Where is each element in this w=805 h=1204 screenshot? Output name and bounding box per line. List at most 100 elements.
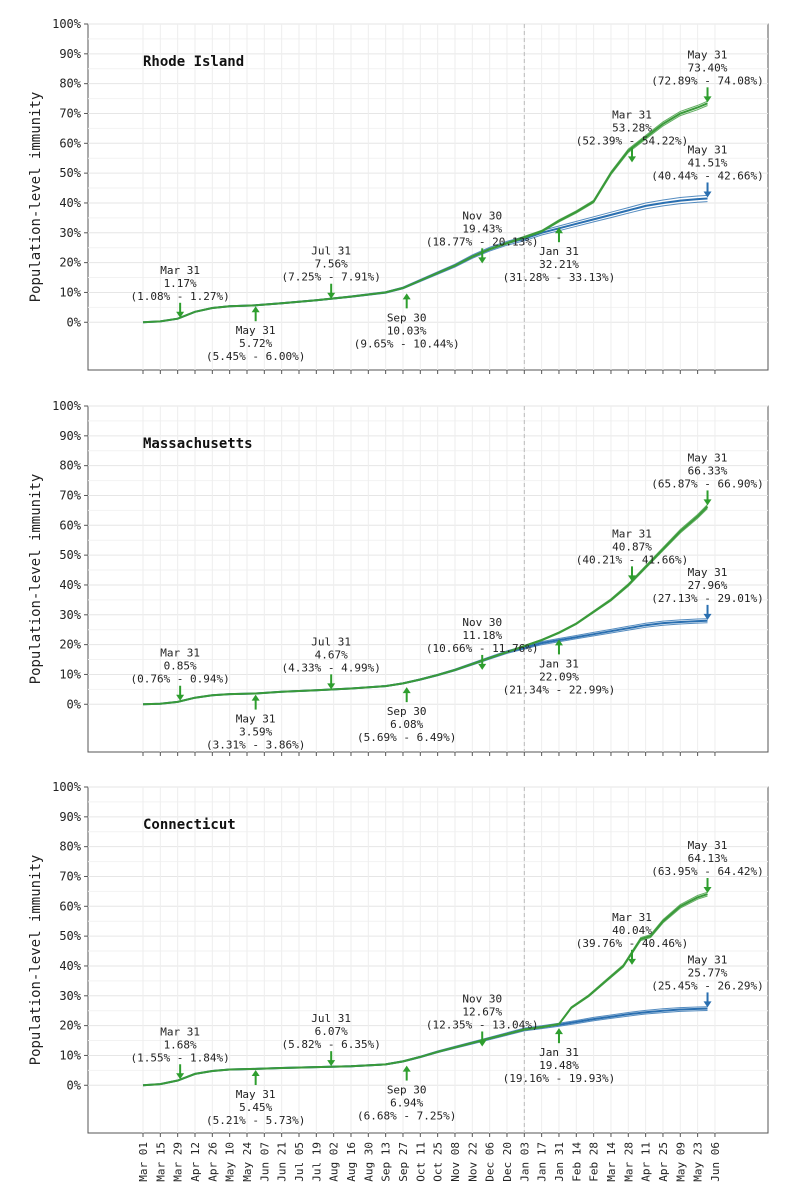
arrow-head bbox=[703, 613, 712, 620]
annotation-label: (6.68% - 7.25%) bbox=[357, 1110, 456, 1123]
annotation-label: (40.44% - 42.66%) bbox=[651, 169, 764, 182]
x-tick-label: May 24 bbox=[241, 1142, 254, 1182]
annotation-label: (12.35% - 13.04%) bbox=[426, 1018, 539, 1031]
annotation-label: Mar 31 bbox=[160, 1025, 200, 1038]
arrow-head bbox=[554, 1028, 563, 1035]
y-tick-label: 10% bbox=[59, 285, 81, 299]
green-arrow-icon bbox=[327, 1051, 336, 1067]
annotation-label: 73.40% bbox=[688, 61, 728, 74]
annotation-label: 25.77% bbox=[688, 966, 728, 979]
green-arrow-icon bbox=[176, 1064, 185, 1080]
y-tick-label: 40% bbox=[59, 578, 81, 592]
annotation-label: 19.43% bbox=[462, 222, 502, 235]
y-tick-label: 60% bbox=[59, 518, 81, 532]
x-tick-label: Jul 05 bbox=[293, 1142, 306, 1182]
x-tick-label: Feb 28 bbox=[588, 1142, 601, 1182]
y-tick-label: 90% bbox=[59, 810, 81, 824]
x-tick-label: Feb 14 bbox=[570, 1142, 583, 1182]
y-tick-label: 40% bbox=[59, 959, 81, 973]
arrow-head bbox=[251, 694, 260, 701]
arrow-head bbox=[554, 227, 563, 234]
arrow-head bbox=[251, 1070, 260, 1077]
arrow-head bbox=[402, 293, 411, 300]
x-tick-label: Jun 06 bbox=[709, 1142, 722, 1182]
y-axis-label: Population-level immunity bbox=[28, 855, 44, 1066]
y-axis-label: Population-level immunity bbox=[28, 92, 44, 303]
green-arrow-icon bbox=[554, 1028, 563, 1044]
plot-frame bbox=[87, 405, 769, 753]
annotation-label: 27.96% bbox=[688, 579, 728, 592]
green-arrow-icon bbox=[402, 687, 411, 703]
annotation-label: 19.48% bbox=[539, 1059, 579, 1072]
vaccination-line bbox=[142, 504, 708, 705]
annotation-label: 53.28% bbox=[612, 121, 652, 134]
y-tick-label: 40% bbox=[59, 196, 81, 210]
annotation-label: May 31 bbox=[236, 713, 276, 726]
vaccination-line bbox=[142, 891, 708, 1086]
arrow-head bbox=[628, 156, 637, 163]
annotation-label: 41.51% bbox=[688, 156, 728, 169]
x-tick-label: Apr 11 bbox=[640, 1142, 653, 1182]
blue-arrow-icon bbox=[703, 182, 712, 198]
annotation-label: 5.45% bbox=[239, 1101, 272, 1114]
annotation-label: Sep 30 bbox=[387, 311, 427, 324]
annotation-label: (4.33% - 4.99%) bbox=[282, 661, 381, 674]
annotation-label: 22.09% bbox=[539, 670, 579, 683]
x-tick-label: Dec 06 bbox=[484, 1142, 497, 1182]
annotation-label: May 31 bbox=[688, 839, 728, 852]
x-tick-label: Mar 28 bbox=[622, 1142, 635, 1182]
annotation-label: May 31 bbox=[688, 953, 728, 966]
y-tick-label: 70% bbox=[59, 488, 81, 502]
state-title: Rhode Island bbox=[143, 54, 244, 70]
green-arrow-icon bbox=[703, 87, 712, 103]
annotation-label: Mar 31 bbox=[612, 108, 652, 121]
annotation-label: 3.59% bbox=[239, 726, 272, 739]
arrow-head bbox=[478, 257, 487, 264]
annotation-label: (7.25% - 7.91%) bbox=[282, 271, 381, 284]
y-tick-label: 50% bbox=[59, 929, 81, 943]
vaccination-line bbox=[142, 100, 708, 323]
x-tick-label: Nov 08 bbox=[449, 1142, 462, 1182]
x-tick-label: Dec 20 bbox=[501, 1142, 514, 1182]
y-tick-label: 60% bbox=[59, 899, 81, 913]
annotation-label: Nov 30 bbox=[462, 992, 502, 1005]
y-tick-label: 100% bbox=[52, 780, 82, 794]
x-tick-label: Apr 25 bbox=[657, 1142, 670, 1182]
annotation-label: Mar 31 bbox=[160, 264, 200, 277]
arrow-head bbox=[478, 1040, 487, 1047]
y-tick-label: 70% bbox=[59, 869, 81, 883]
green-arrow-icon bbox=[703, 877, 712, 893]
panel-rhode-island: 0% 10% 20% 30% 40% 50% 60% 70% 80% 90% 100% Populat… bbox=[28, 17, 769, 374]
annotation-label: Sep 30 bbox=[387, 705, 427, 718]
annotation-label: (19.16% - 19.93%) bbox=[503, 1072, 616, 1085]
y-tick-label: 90% bbox=[59, 429, 81, 443]
annotation-label: 6.08% bbox=[390, 718, 423, 731]
state-title: Massachusetts bbox=[143, 436, 253, 452]
y-tick-label: 0% bbox=[67, 315, 82, 329]
green-arrow-icon bbox=[402, 1065, 411, 1081]
x-tick-label: Aug 16 bbox=[345, 1142, 358, 1182]
arrow-head bbox=[703, 191, 712, 198]
x-tick-label: Mar 29 bbox=[172, 1142, 185, 1182]
x-tick-label: Mar 14 bbox=[605, 1142, 618, 1182]
arrow-head bbox=[327, 1060, 336, 1067]
x-tick-label: Nov 22 bbox=[466, 1142, 479, 1182]
x-tick-label: Jul 19 bbox=[310, 1142, 323, 1182]
y-tick-label: 30% bbox=[59, 989, 81, 1003]
y-tick-label: 20% bbox=[59, 256, 81, 270]
green-arrow-icon bbox=[327, 674, 336, 690]
y-tick-label: 30% bbox=[59, 608, 81, 622]
annotation-label: Jan 31 bbox=[539, 657, 579, 670]
annotation-label: (5.21% - 5.73%) bbox=[206, 1114, 305, 1127]
plot-frame bbox=[87, 786, 769, 1134]
annotation-label: (0.76% - 0.94%) bbox=[130, 673, 229, 686]
annotation-label: 32.21% bbox=[539, 258, 579, 271]
annotation-label: Jan 31 bbox=[539, 245, 579, 258]
green-arrow-icon bbox=[703, 490, 712, 506]
x-tick-label: Jan 17 bbox=[536, 1142, 549, 1182]
arrow-head bbox=[327, 683, 336, 690]
annotation-label: 7.56% bbox=[315, 258, 348, 271]
arrow-head bbox=[327, 292, 336, 299]
annotation-label: 12.67% bbox=[462, 1005, 502, 1018]
